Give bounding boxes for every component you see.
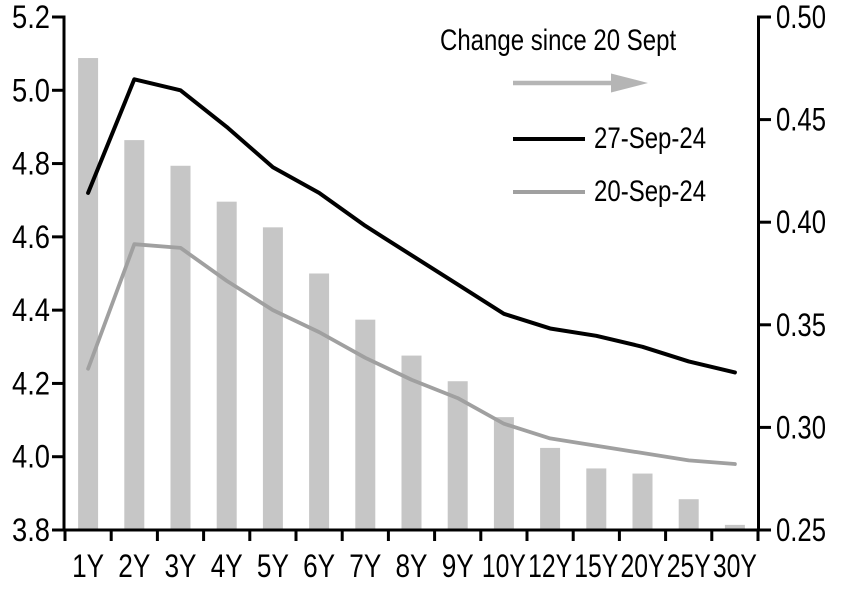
- bar-5Y: [262, 227, 283, 530]
- legend-label-27-sep: 27-Sep-24: [594, 122, 707, 155]
- bar-8Y: [401, 355, 422, 530]
- line-20-sep-24: [86, 242, 737, 466]
- bar-4Y: [216, 201, 237, 530]
- legend-item-27-sep: 27-Sep-24: [513, 122, 734, 155]
- bar-15Y: [586, 468, 607, 530]
- left-tick-label: 3.8: [12, 512, 50, 548]
- bar-25Y: [678, 499, 699, 530]
- left-tick-label: 5.0: [12, 72, 50, 108]
- legend-title: Change since 20 Sept: [440, 24, 677, 57]
- bar-7Y: [355, 319, 376, 530]
- legend-swatch-20-sep: [513, 190, 585, 194]
- x-label-20Y: 20Y: [621, 548, 665, 584]
- bar-20Y: [632, 473, 653, 530]
- left-tick-label: 5.2: [12, 0, 50, 35]
- x-label-15Y: 15Y: [574, 548, 618, 584]
- left-tick-label: 4.8: [12, 146, 50, 182]
- left-tick-label: 4.0: [12, 439, 50, 475]
- x-label-10Y: 10Y: [482, 548, 526, 584]
- left-tick-label: 4.4: [12, 292, 50, 328]
- right-tick-label: 0.35: [776, 307, 826, 343]
- bars-series-change: [78, 58, 745, 530]
- x-label-25Y: 25Y: [667, 548, 711, 584]
- x-label-6Y: 6Y: [303, 548, 335, 584]
- bar-12Y: [540, 447, 561, 530]
- bar-9Y: [447, 381, 468, 530]
- x-label-5Y: 5Y: [257, 548, 289, 584]
- x-label-3Y: 3Y: [165, 548, 197, 584]
- bar-1Y: [78, 58, 99, 530]
- right-tick-label: 0.30: [776, 409, 826, 445]
- x-label-12Y: 12Y: [528, 548, 572, 584]
- change-arrow-head-icon: [611, 73, 648, 93]
- x-label-8Y: 8Y: [396, 548, 428, 584]
- bar-30Y: [724, 524, 745, 530]
- x-label-9Y: 9Y: [442, 548, 474, 584]
- right-tick-label: 0.45: [776, 102, 826, 138]
- legend-label-20-sep: 20-Sep-24: [594, 175, 707, 208]
- left-tick-label: 4.2: [12, 365, 50, 401]
- right-tick-label: 0.25: [776, 512, 826, 548]
- legend-swatch-27-sep: [513, 137, 585, 141]
- bar-6Y: [309, 273, 330, 530]
- line-27-sep-24: [86, 77, 737, 375]
- left-tick-label: 4.6: [12, 219, 50, 255]
- x-label-30Y: 30Y: [713, 548, 757, 584]
- bar-2Y: [124, 140, 145, 530]
- bar-10Y: [493, 417, 514, 530]
- bar-3Y: [170, 165, 191, 530]
- x-label-1Y: 1Y: [72, 548, 104, 584]
- x-label-7Y: 7Y: [349, 548, 381, 584]
- right-tick-label: 0.40: [776, 204, 826, 240]
- x-label-4Y: 4Y: [211, 548, 243, 584]
- legend-item-20-sep: 20-Sep-24: [513, 175, 734, 208]
- right-tick-label: 0.50: [776, 0, 826, 35]
- x-label-2Y: 2Y: [118, 548, 150, 584]
